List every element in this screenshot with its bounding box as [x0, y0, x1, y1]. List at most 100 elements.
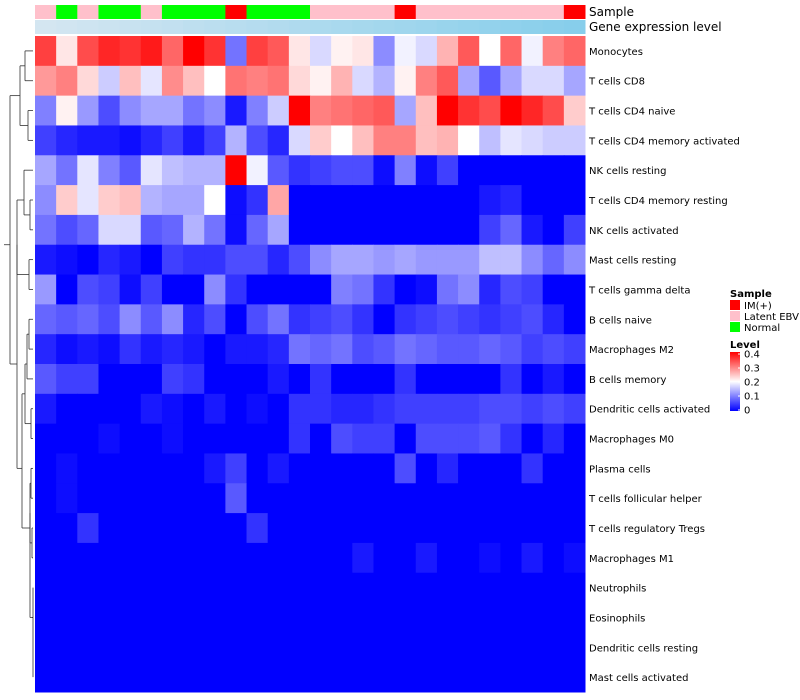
heatmap-cell: [56, 602, 78, 633]
heatmap-cell: [98, 304, 121, 335]
heatmap-cell: [56, 393, 78, 425]
heatmap-cell: [267, 304, 290, 335]
heatmap-cell: [35, 602, 57, 633]
heatmap-cell: [310, 632, 332, 663]
gene-expression-annotation-cell: [56, 20, 78, 34]
heatmap-cell: [521, 125, 544, 156]
heatmap-cell: [183, 602, 205, 633]
heatmap-cell: [183, 453, 205, 484]
heatmap-cell: [267, 274, 290, 305]
heatmap-cell: [352, 274, 374, 305]
heatmap-cell: [161, 513, 184, 544]
heatmap-cell: [521, 572, 544, 604]
heatmap-cell: [436, 662, 459, 693]
heatmap-cell: [394, 274, 417, 305]
heatmap-cell: [521, 513, 544, 544]
heatmap-cell: [563, 214, 586, 246]
heatmap-cell: [204, 542, 226, 574]
heatmap-cell: [246, 364, 269, 395]
heatmap-cell: [331, 393, 353, 425]
heatmap-cell: [394, 304, 417, 335]
heatmap-cell: [415, 483, 438, 514]
heatmap-cell: [500, 304, 523, 335]
row-label: Macrophages M1: [589, 554, 674, 565]
heatmap-cell: [56, 542, 78, 574]
heatmap-cell: [225, 513, 248, 544]
heatmap-cell: [140, 274, 163, 305]
heatmap-cell: [246, 662, 269, 693]
row-label: NK cells activated: [589, 226, 679, 237]
heatmap-cell: [35, 214, 57, 246]
heatmap-cell: [563, 155, 586, 186]
heatmap-cell: [267, 453, 290, 484]
sample-annotation-cell: [352, 5, 374, 19]
heatmap-cell: [415, 214, 438, 246]
heatmap-cell: [119, 423, 142, 454]
heatmap-cell: [98, 423, 121, 454]
gene-expression-annotation-cell: [479, 20, 501, 34]
heatmap-cell: [331, 602, 353, 633]
heatmap-cell: [436, 602, 459, 633]
heatmap-cell: [310, 65, 332, 97]
sample-annotation-cell: [373, 5, 396, 19]
heatmap-cell: [563, 393, 586, 425]
gene-expression-annotation-cell: [119, 20, 142, 34]
heatmap-cell: [436, 95, 459, 126]
heatmap-cell: [225, 244, 248, 276]
heatmap-cell: [352, 244, 374, 276]
heatmap-cell: [98, 95, 121, 126]
heatmap-cell: [352, 334, 374, 365]
heatmap-cell: [119, 95, 142, 126]
heatmap-cell: [246, 393, 269, 425]
heatmap-cell: [521, 542, 544, 574]
heatmap-cell: [310, 662, 332, 693]
heatmap-cell: [436, 125, 459, 156]
heatmap-cell: [35, 423, 57, 454]
heatmap-cell: [35, 334, 57, 365]
heatmap-cell: [458, 214, 480, 246]
row-label: Dendritic cells activated: [589, 405, 710, 416]
heatmap-cell: [204, 244, 226, 276]
heatmap-cell: [458, 393, 480, 425]
gene-expression-annotation-cell: [394, 20, 417, 34]
heatmap-cell: [521, 244, 544, 276]
heatmap-cell: [458, 125, 480, 156]
heatmap-cell: [500, 423, 523, 454]
heatmap-cell: [246, 185, 269, 216]
heatmap-cell: [77, 125, 99, 156]
heatmap-cell: [204, 125, 226, 156]
heatmap-cell: [161, 95, 184, 126]
heatmap-cell: [394, 393, 417, 425]
sample-annotation-cell: [225, 5, 248, 19]
gene-expression-annotation-cell: [521, 20, 544, 34]
heatmap-cell: [500, 393, 523, 425]
heatmap-cell: [563, 95, 586, 126]
heatmap-cell: [35, 513, 57, 544]
heatmap-cell: [183, 513, 205, 544]
heatmap-cell: [563, 662, 586, 693]
heatmap-cell: [436, 483, 459, 514]
heatmap-cell: [56, 483, 78, 514]
heatmap-cell: [267, 155, 290, 186]
heatmap-cell: [352, 125, 374, 156]
sample-annotation-cell: [140, 5, 163, 19]
sample-annotation-cell: [415, 5, 438, 19]
gene-expression-annotation-cell: [563, 20, 586, 34]
heatmap-cell: [521, 632, 544, 663]
heatmap-cell: [56, 572, 78, 604]
gene-expression-annotation-bar: [35, 20, 586, 34]
heatmap-cell: [119, 185, 142, 216]
heatmap-cell: [98, 483, 121, 514]
heatmap-cell: [77, 95, 99, 126]
heatmap-cell: [479, 662, 501, 693]
sample-legend-label: IM(+): [744, 301, 772, 312]
heatmap-cell: [310, 244, 332, 276]
heatmap-cell: [331, 513, 353, 544]
row-label: T cells CD4 memory activated: [588, 136, 740, 147]
heatmap-cell: [77, 423, 99, 454]
heatmap-cell: [204, 65, 226, 97]
sample-annotation-cell: [77, 5, 99, 19]
heatmap-cell: [204, 155, 226, 186]
heatmap-cell: [267, 393, 290, 425]
